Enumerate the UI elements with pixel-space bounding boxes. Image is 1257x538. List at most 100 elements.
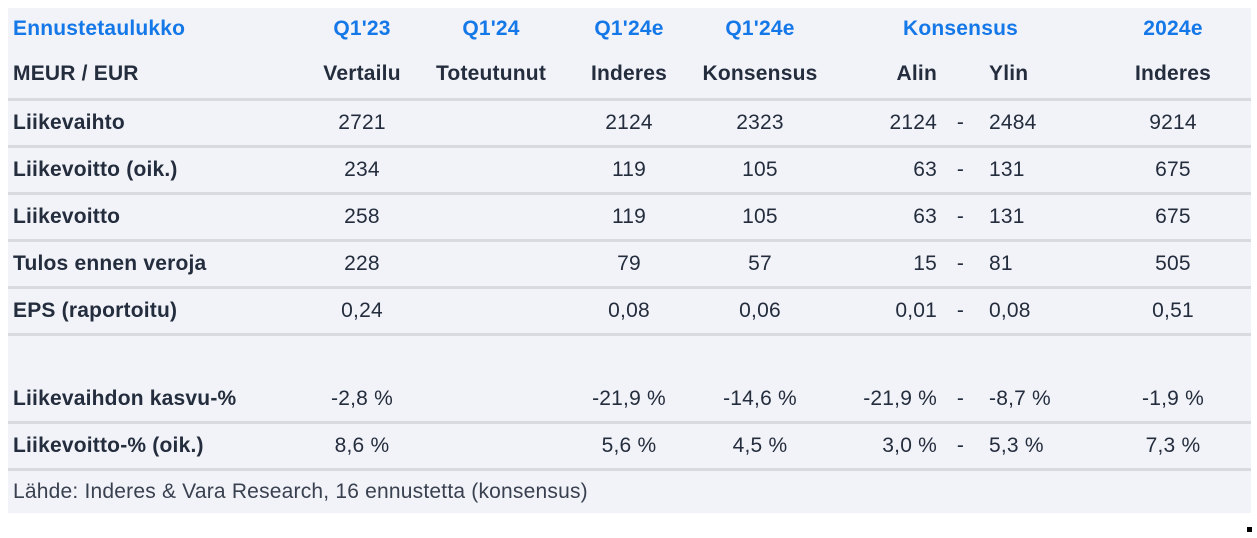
cell-inderes-q124e: 119 (611, 204, 647, 228)
cell-toteutunut (418, 146, 564, 193)
row-label: Tulos ennen veroja (13, 251, 207, 275)
cell-konsensus-q124e: 105 (742, 157, 778, 181)
range-dash: - (956, 251, 965, 275)
subheader-alin: Alin (896, 61, 937, 85)
cell-konsensus-ylin: 131 (989, 204, 1025, 228)
table-row: Liikevoitto (oik.) 234 119 105 63-131 675 (8, 146, 1251, 193)
col-header-2024e: 2024e (1143, 17, 1203, 40)
cell-toteutunut (418, 334, 564, 378)
cell-konsensus-ylin: 5,3 % (989, 433, 1044, 457)
cell-inderes-q124e: -21,9 % (592, 387, 666, 411)
cell-inderes-q124e: 119 (611, 157, 647, 181)
cell-toteutunut (418, 99, 564, 146)
period-header-row: Ennustetaulukko Q1'23 Q1'24 Q1'24e Q1'24… (8, 8, 1251, 50)
cell-toteutunut (418, 422, 564, 469)
col-header-q1-24e-konsensus: Q1'24e (725, 17, 795, 40)
cell-inderes-2024e: -1,9 % (1142, 387, 1204, 411)
cell-konsensus-alin: 3,0 % (882, 433, 937, 457)
cell-vertailu: -2,8 % (331, 387, 393, 411)
cell-konsensus-ylin (983, 334, 1095, 378)
cell-toteutunut (418, 378, 564, 422)
table-title: Ennustetaulukko (13, 17, 186, 40)
subheader-range-gap (938, 50, 983, 99)
cell-konsensus-alin: 63 (913, 157, 937, 181)
range-dash: - (956, 433, 965, 457)
cell-vertailu: 234 (344, 157, 380, 181)
row-label: Liikevoitto (13, 204, 121, 228)
cell-konsensus-q124e: 0,06 (739, 298, 781, 322)
cell-konsensus-q124e (694, 334, 826, 378)
table-row: Liikevaihto 2721 2124 2323 2124-2484 9214 (8, 99, 1251, 146)
cell-inderes-q124e: 5,6 % (601, 433, 657, 457)
table-footer: Lähde: Inderes & Vara Research, 16 ennus… (8, 469, 1251, 513)
table-row: Liikevaihdon kasvu-% -2,8 % -21,9 % -14,6 %… (8, 378, 1251, 422)
cell-inderes-2024e: 9214 (1149, 110, 1197, 134)
cell-inderes-2024e: 505 (1155, 251, 1191, 275)
cell-konsensus-q124e: 4,5 % (732, 433, 788, 457)
range-dash: - (956, 204, 965, 228)
cell-konsensus-alin: 0,01 (895, 298, 937, 322)
cell-vertailu: 2721 (338, 110, 386, 134)
col-header-q1-23: Q1'23 (333, 17, 391, 40)
range-dash (938, 334, 983, 378)
cell-inderes-2024e: 675 (1155, 204, 1191, 228)
cell-konsensus-ylin: 2484 (989, 110, 1037, 134)
subheader-toteutunut: Toteutunut (435, 61, 547, 85)
cell-konsensus-q124e: -14,6 % (723, 387, 797, 411)
cell-vertailu: 228 (344, 251, 380, 275)
table-row: Liikevoitto 258 119 105 63-131 675 (8, 193, 1251, 240)
cell-inderes-2024e (1095, 334, 1251, 378)
cell-vertailu: 258 (344, 204, 380, 228)
cell-konsensus-alin: 2124 (889, 110, 937, 134)
cell-toteutunut (418, 287, 564, 334)
col-header-q1-24e-inderes: Q1'24e (594, 17, 664, 40)
table-row: Liikevoitto-% (oik.) 8,6 % 5,6 % 4,5 % 3,0 %… (8, 422, 1251, 469)
cell-inderes-2024e: 7,3 % (1145, 433, 1201, 457)
cell-inderes-2024e: 0,51 (1152, 298, 1194, 322)
footer-row: Lähde: Inderes & Vara Research, 16 ennus… (8, 469, 1251, 513)
cell-inderes-q124e (564, 334, 694, 378)
unit-label: MEUR / EUR (13, 61, 139, 85)
cell-inderes-q124e: 79 (617, 251, 641, 275)
corner-artifact-dot (1247, 527, 1252, 532)
row-label: Liikevaihto (13, 110, 125, 134)
row-label (8, 334, 306, 378)
cell-vertailu (306, 334, 418, 378)
forecast-table: Ennustetaulukko Q1'23 Q1'24 Q1'24e Q1'24… (8, 8, 1251, 513)
cell-konsensus-ylin: 0,08 (989, 298, 1031, 322)
cell-konsensus-q124e: 2323 (736, 110, 784, 134)
range-dash: - (956, 157, 965, 181)
cell-inderes-2024e: 675 (1155, 157, 1191, 181)
subheader-vertailu: Vertailu (323, 61, 401, 85)
subheader-inderes-2024: Inderes (1134, 61, 1212, 85)
table-row: EPS (raportoitu) 0,24 0,08 0,06 0,01-0,08 0,5… (8, 287, 1251, 334)
row-label: Liikevoitto (oik.) (13, 157, 178, 181)
subheader-ylin: Ylin (989, 61, 1029, 85)
table-body: Liikevaihto 2721 2124 2323 2124-2484 9214 Liik… (8, 99, 1251, 469)
cell-konsensus-alin: 15 (913, 251, 937, 275)
row-label: Liikevoitto-% (oik.) (13, 433, 204, 457)
subheader-inderes: Inderes (590, 61, 668, 85)
cell-konsensus-ylin: -8,7 % (989, 387, 1051, 411)
cell-vertailu: 8,6 % (334, 433, 390, 457)
range-dash: - (956, 298, 965, 322)
row-label: EPS (raportoitu) (13, 298, 178, 322)
cell-konsensus-q124e: 105 (742, 204, 778, 228)
forecast-table-grid: Ennustetaulukko Q1'23 Q1'24 Q1'24e Q1'24… (8, 8, 1251, 513)
subheader-row: MEUR / EUR Vertailu Toteutunut Inderes K… (8, 50, 1251, 99)
cell-konsensus-ylin: 131 (989, 157, 1025, 181)
cell-inderes-q124e: 2124 (605, 110, 653, 134)
subheader-konsensus: Konsensus (702, 61, 818, 85)
cell-konsensus-alin (826, 334, 938, 378)
cell-inderes-q124e: 0,08 (608, 298, 650, 322)
cell-toteutunut (418, 193, 564, 240)
range-dash: - (956, 387, 965, 411)
cell-vertailu: 0,24 (341, 298, 383, 322)
spacer-row (8, 334, 1251, 378)
cell-konsensus-ylin: 81 (989, 251, 1013, 275)
table-header: Ennustetaulukko Q1'23 Q1'24 Q1'24e Q1'24… (8, 8, 1251, 99)
cell-konsensus-q124e: 57 (748, 251, 772, 275)
row-label: Liikevaihdon kasvu-% (13, 387, 237, 411)
col-header-q1-24: Q1'24 (462, 17, 520, 40)
table-row: Tulos ennen veroja 228 79 57 15-81 505 (8, 240, 1251, 287)
